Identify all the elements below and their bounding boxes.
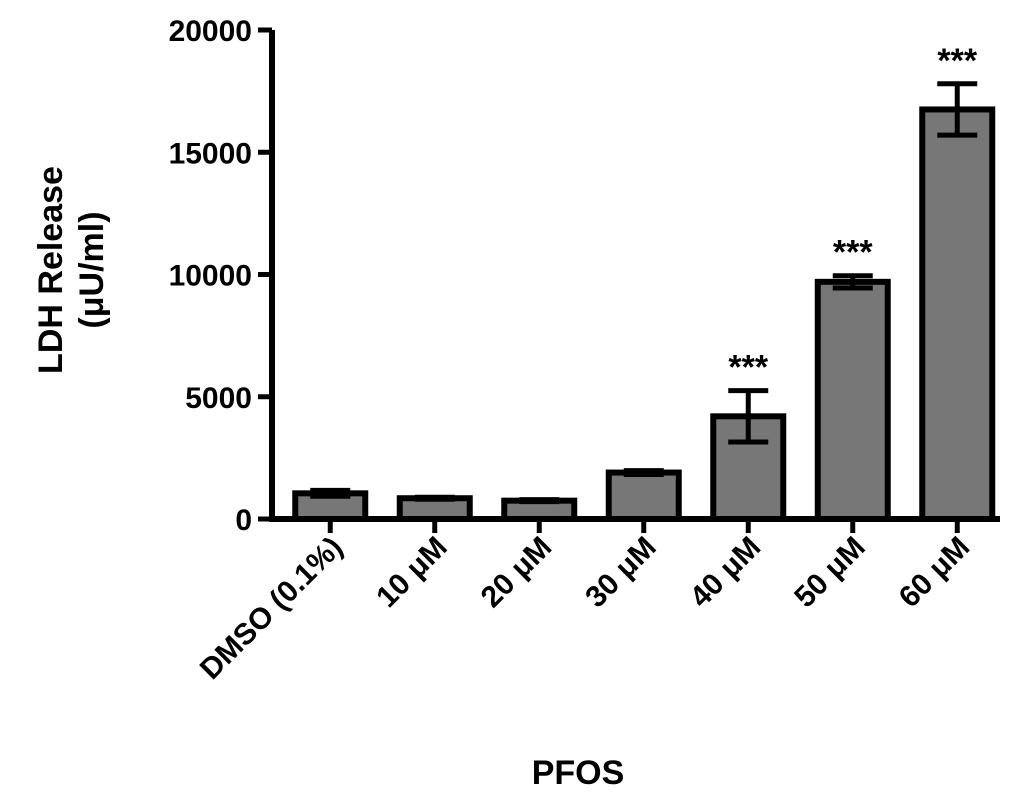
- error-bar: [937, 81, 978, 138]
- y-tick-label: 15000: [169, 137, 252, 170]
- bar: [605, 469, 682, 523]
- error-bar: [414, 494, 455, 502]
- error-bar: [519, 497, 560, 505]
- y-ticks-layer: 0 5000 10000 15000 20000: [169, 15, 272, 537]
- x-tick-label: 10 μM: [370, 531, 453, 614]
- error-bar: [310, 487, 351, 499]
- y-tick-label: 5000: [185, 382, 252, 415]
- annotations-layer: *** *** ***: [728, 42, 977, 387]
- x-tick-label: 20 μM: [475, 531, 558, 614]
- y-axis-title-line2: (μU/ml): [73, 211, 111, 328]
- x-axis-title: PFOS: [532, 754, 625, 792]
- y-axis-title-line1: LDH Release: [32, 166, 70, 374]
- x-tick-label: 40 μM: [684, 531, 767, 614]
- bars-layer: [292, 106, 996, 523]
- y-tick-label: 10000: [169, 260, 252, 293]
- x-tick-label: 60 μM: [893, 531, 976, 614]
- significance-label: ***: [833, 234, 873, 272]
- y-tick-label: 20000: [169, 15, 252, 48]
- error-bar: [728, 388, 769, 445]
- x-tick-label: 50 μM: [788, 531, 871, 614]
- x-ticks-layer: DMSO (0.1%) 10 μM 20 μM 30 μM 40 μM 50 μM 60 μ…: [194, 519, 976, 686]
- y-tick-label: 0: [235, 504, 252, 537]
- x-tick-label: DMSO (0.1%): [194, 531, 349, 686]
- x-tick-label: 30 μM: [579, 531, 662, 614]
- error-bar: [832, 273, 873, 291]
- error-bars-layer: [310, 81, 978, 505]
- bar: [814, 278, 891, 522]
- error-bar: [623, 468, 664, 478]
- bar: [919, 106, 996, 523]
- significance-label: ***: [937, 42, 977, 80]
- significance-label: ***: [728, 349, 768, 387]
